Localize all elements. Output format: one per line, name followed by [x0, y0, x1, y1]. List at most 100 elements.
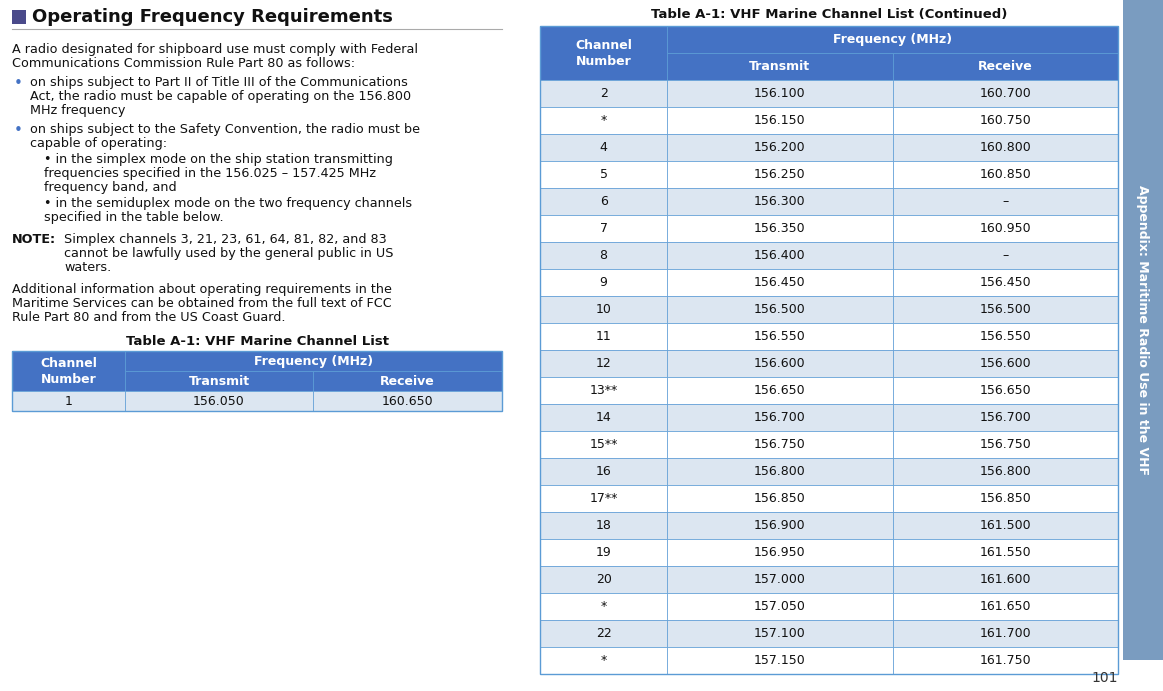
Bar [668, 647, 892, 674]
Text: *: * [600, 114, 607, 127]
Text: 6: 6 [600, 195, 607, 208]
Text: • in the simplex mode on the ship station transmitting: • in the simplex mode on the ship statio… [44, 153, 393, 166]
Text: Rule Part 80 and from the US Coast Guard.: Rule Part 80 and from the US Coast Guard… [12, 311, 285, 324]
Text: 12: 12 [595, 357, 612, 370]
Bar [892, 80, 1118, 107]
Bar [313, 391, 502, 411]
Bar [892, 53, 1118, 80]
Bar [668, 134, 892, 161]
Text: –: – [1003, 249, 1008, 262]
Bar [668, 188, 892, 215]
Bar [540, 323, 668, 350]
Bar [124, 351, 502, 371]
Bar [892, 215, 1118, 242]
Bar [540, 161, 668, 188]
Bar [892, 296, 1118, 323]
Bar [892, 566, 1118, 593]
Text: 20: 20 [595, 573, 612, 586]
Text: 156.700: 156.700 [979, 411, 1032, 424]
Bar [540, 188, 668, 215]
Text: Transmit: Transmit [749, 60, 811, 73]
Text: 156.100: 156.100 [754, 87, 806, 100]
Text: 161.750: 161.750 [979, 654, 1032, 667]
Text: Act, the radio must be capable of operating on the 156.800: Act, the radio must be capable of operat… [30, 90, 412, 103]
Text: 160.950: 160.950 [979, 222, 1032, 235]
Bar [668, 593, 892, 620]
Bar [12, 391, 124, 411]
Text: 157.100: 157.100 [754, 627, 806, 640]
Bar [540, 26, 1118, 674]
Text: 160.700: 160.700 [979, 87, 1032, 100]
Text: 157.000: 157.000 [754, 573, 806, 586]
Bar [668, 296, 892, 323]
Bar [892, 647, 1118, 674]
Text: 16: 16 [595, 465, 612, 478]
Bar [540, 431, 668, 458]
Bar [540, 647, 668, 674]
Text: 156.650: 156.650 [979, 384, 1032, 397]
Text: 14: 14 [595, 411, 612, 424]
Bar [668, 161, 892, 188]
Text: Receive: Receive [380, 375, 435, 388]
Bar [540, 620, 668, 647]
Bar [540, 593, 668, 620]
Text: 161.500: 161.500 [979, 519, 1032, 532]
Text: NOTE:: NOTE: [12, 233, 56, 246]
Bar [668, 80, 892, 107]
Text: *: * [600, 654, 607, 667]
Text: 156.850: 156.850 [754, 492, 806, 505]
Text: 156.250: 156.250 [754, 168, 806, 181]
Bar [12, 351, 502, 411]
Bar [668, 485, 892, 512]
Bar [1123, 0, 1163, 660]
Bar [892, 377, 1118, 404]
Text: 11: 11 [595, 330, 612, 343]
Bar [540, 296, 668, 323]
Text: MHz frequency: MHz frequency [30, 104, 126, 117]
Text: Transmit: Transmit [188, 375, 250, 388]
Bar [540, 377, 668, 404]
Text: 160.850: 160.850 [979, 168, 1032, 181]
Text: Frequency (MHz): Frequency (MHz) [254, 354, 373, 368]
Text: 156.450: 156.450 [979, 276, 1032, 289]
Text: 156.600: 156.600 [754, 357, 806, 370]
Bar [892, 485, 1118, 512]
Text: •: • [14, 76, 23, 91]
Text: 10: 10 [595, 303, 612, 316]
Bar [668, 53, 892, 80]
Bar [540, 566, 668, 593]
Text: 156.500: 156.500 [754, 303, 806, 316]
Bar [668, 566, 892, 593]
Bar [892, 323, 1118, 350]
Text: 161.650: 161.650 [979, 600, 1032, 613]
Bar [668, 242, 892, 269]
Text: Simplex channels 3, 21, 23, 61, 64, 81, 82, and 83: Simplex channels 3, 21, 23, 61, 64, 81, … [64, 233, 387, 246]
Text: Channel
Number: Channel Number [40, 357, 97, 386]
Bar [892, 431, 1118, 458]
Text: 156.700: 156.700 [754, 411, 806, 424]
Bar [668, 377, 892, 404]
Text: 156.550: 156.550 [754, 330, 806, 343]
Bar [892, 107, 1118, 134]
Bar [12, 10, 26, 24]
Text: Frequency (MHz): Frequency (MHz) [833, 33, 952, 46]
Bar [668, 350, 892, 377]
Bar [668, 431, 892, 458]
Text: 157.050: 157.050 [754, 600, 806, 613]
Text: 2: 2 [600, 87, 607, 100]
Text: Table A-1: VHF Marine Channel List: Table A-1: VHF Marine Channel List [126, 335, 388, 348]
Bar [668, 512, 892, 539]
Text: Channel
Number: Channel Number [576, 39, 632, 68]
Bar [540, 485, 668, 512]
Text: Receive: Receive [978, 60, 1033, 73]
Bar [540, 269, 668, 296]
Text: 160.750: 160.750 [979, 114, 1032, 127]
Text: Table A-1: VHF Marine Channel List (Continued): Table A-1: VHF Marine Channel List (Cont… [651, 8, 1007, 21]
Text: 161.700: 161.700 [979, 627, 1032, 640]
Text: 156.750: 156.750 [979, 438, 1032, 451]
Bar [540, 242, 668, 269]
Text: 8: 8 [600, 249, 607, 262]
Text: 7: 7 [600, 222, 607, 235]
Text: specified in the table below.: specified in the table below. [44, 211, 223, 224]
Bar [892, 188, 1118, 215]
